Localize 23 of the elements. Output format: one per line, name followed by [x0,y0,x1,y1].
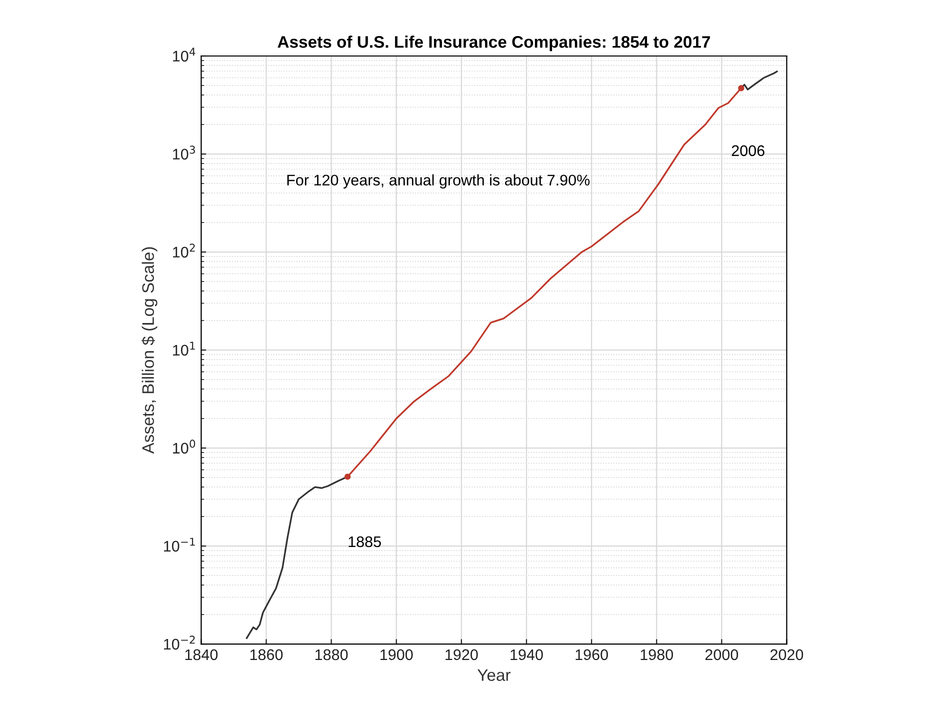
y-tick-label: 10$^{3}$ [173,146,195,160]
y-tick-label: 10$^{0}$ [173,440,196,454]
x-axis-title: Year [477,669,511,681]
annotation: For 120 years, annual growth is about 7.90% [287,174,590,189]
y-axis-title: Assets, Billion $ (Log Scale) [142,247,158,454]
x-tick-label: 2020 [770,649,804,660]
x-tick-label: 1920 [446,649,478,660]
x-tick-label: 1960 [576,649,608,660]
y-tick-label: 10$^{4}$ [173,48,196,62]
x-tick-label: 1880 [315,649,348,660]
y-tick-label: 10$^{1}$ [173,342,195,356]
x-tick-label: 1940 [510,649,543,660]
annotation: 2006 [732,145,764,156]
annotation: 1885 [348,536,381,548]
y-tick-label: 10$^{−2}$ [164,636,195,650]
chart-title: Assets of U.S. Life Insurance Companies: 1854 to 2017 [278,36,710,52]
x-tick-label: 1840 [185,649,218,660]
y-tick-label: 10$^{2}$ [173,244,195,258]
x-tick-label: 1980 [640,649,673,660]
y-tick-label: 10$^{−1}$ [164,538,195,552]
x-tick-label: 2000 [705,649,738,660]
x-tick-label: 1860 [250,649,283,660]
x-tick-label: 1900 [380,649,413,660]
